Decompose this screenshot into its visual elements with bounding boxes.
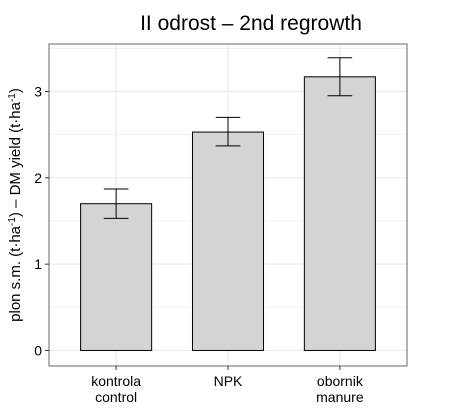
- x-tick-label: NPK: [214, 373, 243, 389]
- y-axis-label-superscript: -1: [7, 217, 18, 226]
- bars: [80, 76, 376, 351]
- y-tick-label: 1: [34, 256, 42, 272]
- x-tick-label-line: NPK: [214, 373, 243, 389]
- x-tick-label-line: manure: [316, 389, 364, 405]
- x-tick-label: obornik manure: [316, 373, 364, 405]
- y-tick-label: 0: [34, 342, 42, 358]
- bar-2: [303, 76, 376, 351]
- error-bars: [103, 57, 353, 219]
- x-axis: kontrola control NPK obornik manure: [91, 366, 364, 405]
- error-bar-0: [103, 188, 129, 219]
- y-tick-label: 2: [34, 170, 42, 186]
- x-tick-label: kontrola control: [91, 373, 141, 405]
- x-tick-label-line: kontrola: [91, 373, 141, 389]
- y-axis-label-text: plon s.m. (t·ha: [7, 225, 24, 322]
- y-axis-label-text: ): [7, 88, 24, 93]
- bar-1: [191, 131, 265, 351]
- error-bar-2: [327, 57, 353, 97]
- error-bar-1: [215, 116, 241, 147]
- y-axis-label-text: ) – DM yield (t·ha: [7, 101, 24, 217]
- chart-title: II odrost – 2nd regrowth: [140, 12, 362, 35]
- bar-0: [80, 203, 153, 351]
- y-axis-label: plon s.m. (t·ha-1) – DM yield (t·ha-1): [7, 88, 25, 322]
- x-tick-label-line: control: [95, 389, 137, 405]
- y-axis: 0 1 2 3: [34, 83, 49, 358]
- y-tick-label: 3: [34, 83, 42, 99]
- y-axis-label-superscript: -1: [7, 93, 18, 102]
- x-tick-label-line: obornik: [317, 373, 364, 389]
